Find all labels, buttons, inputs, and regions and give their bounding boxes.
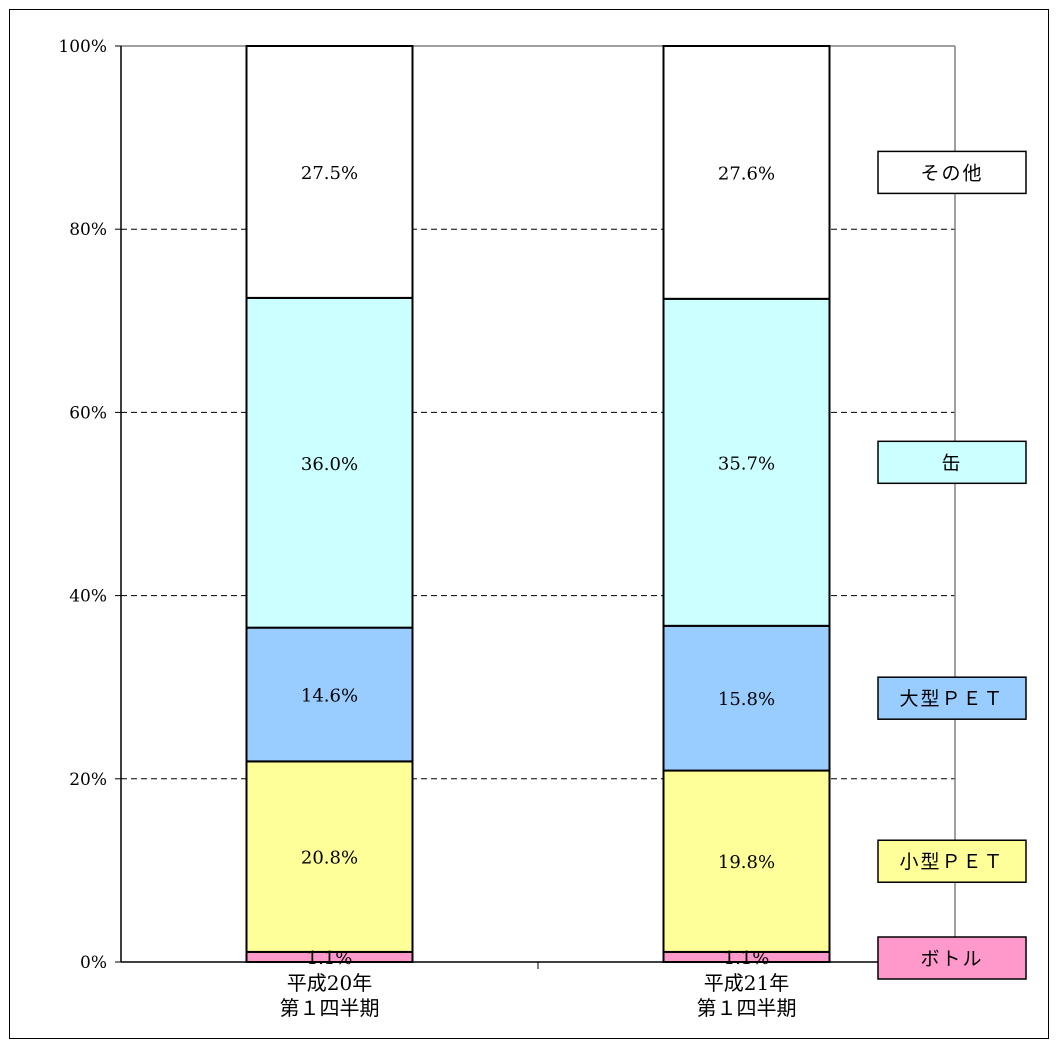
- legend-label: ボトル: [920, 948, 983, 970]
- legend-item: 大型ＰＥＴ: [877, 676, 1027, 720]
- legend-item: 小型ＰＥＴ: [877, 839, 1027, 883]
- y-tick-label: 60%: [69, 403, 107, 423]
- data-label: 19.8%: [718, 852, 775, 873]
- x-tick-label: 平成20年: [287, 971, 372, 995]
- legend-swatch: [877, 440, 1027, 485]
- legend-swatch: [877, 676, 1027, 720]
- data-labels: 1.1% 20.8% 14.6% 36.0% 27.5% 1.1% 19.8% 15.8% 35…: [301, 163, 775, 969]
- legend: ボトル 小型ＰＥＴ 大型ＰＥＴ 缶 その他: [877, 150, 1027, 980]
- chart-frame: [9, 9, 1049, 1039]
- bar-segment: [245, 45, 414, 299]
- legend-item: その他: [877, 150, 1027, 195]
- legend-swatch: [877, 936, 1027, 980]
- legend-item: ボトル: [877, 936, 1027, 980]
- legend-label: 大型ＰＥＴ: [899, 688, 1004, 710]
- bar-segment: [245, 760, 414, 953]
- data-label: 15.8%: [718, 689, 775, 710]
- legend-label: 缶: [941, 452, 962, 474]
- legend-swatch: [877, 150, 1027, 195]
- data-label: 35.7%: [718, 453, 775, 474]
- bars: [245, 45, 831, 964]
- y-tick-label: 100%: [58, 37, 107, 57]
- x-tick-label: 第１四半期: [280, 996, 380, 1020]
- bar-segment: [662, 624, 831, 772]
- x-tick-label: 平成21年: [704, 971, 789, 995]
- data-label: 20.8%: [301, 848, 358, 869]
- bar-segment: [245, 626, 414, 763]
- data-label: 36.0%: [301, 454, 358, 475]
- legend-item: 缶: [877, 440, 1027, 485]
- x-tick-label: 第１四半期: [697, 996, 797, 1020]
- data-label: 1.1%: [307, 948, 353, 969]
- legend-label: その他: [920, 162, 983, 184]
- data-label: 27.6%: [718, 163, 775, 184]
- legend-swatch: [877, 839, 1027, 883]
- legend-label: 小型ＰＥＴ: [899, 851, 1004, 873]
- y-tick-label: 80%: [69, 220, 107, 240]
- bar-segment: [662, 45, 831, 300]
- data-label: 14.6%: [301, 686, 358, 707]
- y-tick-label: 20%: [69, 770, 107, 790]
- y-tick-label: 0%: [80, 953, 107, 973]
- y-tick-label: 40%: [69, 587, 107, 607]
- bar-segment: [662, 297, 831, 627]
- data-label: 27.5%: [301, 163, 358, 184]
- bar-segment: [245, 296, 414, 629]
- bar-segment: [662, 769, 831, 953]
- data-label: 1.1%: [724, 948, 770, 969]
